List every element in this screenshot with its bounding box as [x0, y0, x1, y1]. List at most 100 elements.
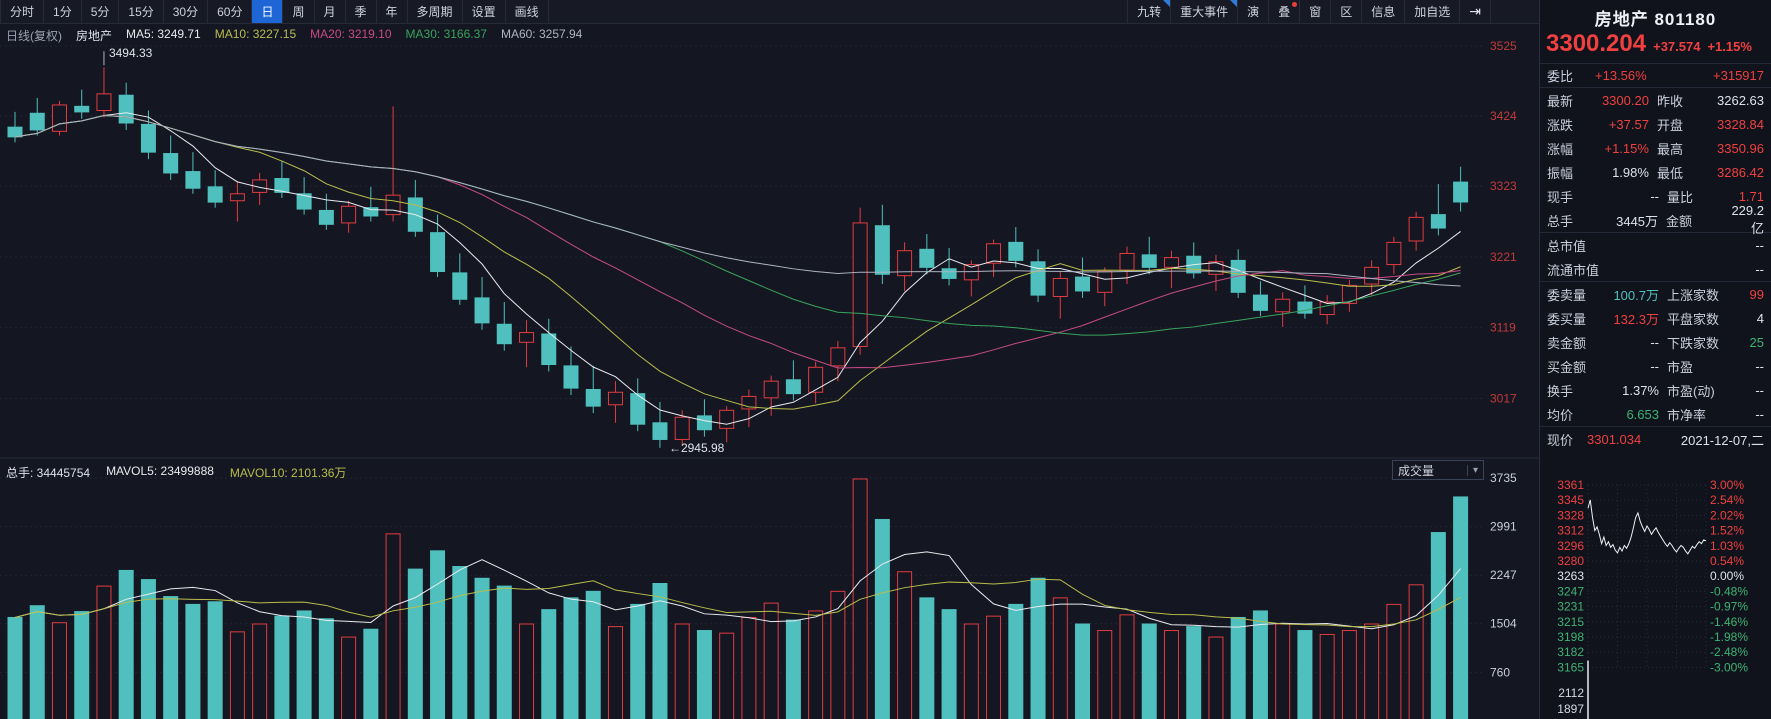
collapse-panel-icon[interactable]: ⇥ [1460, 0, 1491, 23]
quote-value: 25 [1749, 334, 1764, 350]
instrument-name: 房地产 [1594, 10, 1649, 29]
tool-button-九转[interactable]: 九转 [1127, 0, 1172, 23]
quote-value: -- [1755, 382, 1764, 398]
quote-label: 开盘 [1656, 117, 1683, 133]
price-axis-label: 3119 [1490, 321, 1516, 335]
current-price-row: 现价 3301.034 2021-12-07,二 [1540, 427, 1771, 452]
quote-label: 均价 [1547, 407, 1574, 423]
quote-row: 委卖量 100.7万 上涨家数 99 [1540, 282, 1771, 306]
period-button-周[interactable]: 周 [283, 0, 315, 23]
quote-value: 6.653 [1626, 406, 1659, 422]
mini-price-label: 3215 [1557, 615, 1584, 629]
tool-button-叠[interactable]: 叠 [1269, 0, 1301, 23]
volume-axis-label: 3735 [1490, 471, 1517, 485]
quote-label: 上涨家数 [1667, 287, 1720, 303]
mini-price-label: 3263 [1557, 569, 1584, 583]
quote-value: 3262.63 [1717, 92, 1764, 108]
mini-price-label: 3165 [1557, 660, 1584, 674]
quote-label: 金额 [1666, 213, 1693, 229]
total-volume-value: 总手: 34445754 [6, 466, 91, 480]
quote-label: 最新 [1547, 93, 1574, 109]
quote-label: 涨幅 [1547, 141, 1574, 157]
indicator-select[interactable]: 成交量 ▾ [1392, 460, 1484, 480]
now-price: 3301.034 [1587, 432, 1642, 447]
period-button-日[interactable]: 日 [252, 0, 284, 23]
quote-label: 总手 [1547, 213, 1574, 229]
ma-value-MA20: MA20: 3219.10 [310, 27, 392, 41]
period-button-15分[interactable]: 15分 [119, 0, 164, 23]
quote-value: -- [1650, 334, 1659, 350]
quote-label: 最高 [1656, 141, 1683, 157]
quote-label: 总市值 [1547, 238, 1587, 254]
quote-label: 涨跌 [1547, 117, 1574, 133]
tool-button-加自选[interactable]: 加自选 [1405, 0, 1461, 23]
ma-value-MA5: MA5: 3249.71 [126, 27, 201, 41]
period-button-设置[interactable]: 设置 [463, 0, 506, 23]
quote-row: 涨幅 +1.15% 最高 3350.96 [1540, 136, 1771, 160]
quote-label: 昨收 [1656, 93, 1683, 109]
quote-row: 卖金额 -- 下跌家数 25 [1540, 330, 1771, 354]
period-button-30分[interactable]: 30分 [164, 0, 209, 23]
period-mode-label: 日线(复权) [6, 29, 62, 43]
corner-flag-icon [1230, 0, 1238, 7]
quote-label: 平盘家数 [1667, 311, 1720, 327]
quote-value: 229.2亿 [1731, 203, 1764, 236]
quote-row: 振幅 1.98% 最低 3286.42 [1540, 160, 1771, 184]
mini-price-label: 3247 [1557, 584, 1584, 598]
mini-price-label: 3345 [1557, 493, 1584, 507]
period-button-5分[interactable]: 5分 [82, 0, 120, 23]
quote-value: 3350.96 [1717, 140, 1764, 156]
quote-rows-marketcap: 总市值 -- 流通市值 -- [1540, 233, 1771, 282]
mini-volume-label: 2112 [1558, 686, 1584, 700]
quote-value: 4 [1756, 310, 1764, 326]
tool-button-区[interactable]: 区 [1331, 0, 1363, 23]
tool-button-重大事件[interactable]: 重大事件 [1171, 0, 1239, 23]
quote-value: -- [1755, 358, 1764, 374]
period-button-年[interactable]: 年 [377, 0, 408, 23]
price-axis-label: 3525 [1490, 39, 1517, 53]
intraday-mini-chart[interactable]: 3361 3.00% 3345 2.54% 3328 2.02% 3312 1.52% 3296… [1540, 470, 1771, 719]
period-buttons: 分时 1分 5分 15分 30分 60分日周月季年多周期 设置 画线 [0, 0, 549, 23]
mini-pct-label: 0.54% [1710, 554, 1744, 568]
mini-price-label: 3231 [1557, 600, 1584, 614]
quote-rows-main: 最新 3300.20 昨收 3262.63 涨跌 +37.57 开盘 3328.84 涨幅 +1.… [1540, 88, 1771, 236]
kline-chart[interactable]: 3525 3424 3323 3221 3119 3017 3735 2991 2247 1504… [0, 0, 1539, 719]
period-button-60分[interactable]: 60分 [208, 0, 253, 23]
quote-row: 现手 -- 量比 1.71 [1540, 184, 1771, 208]
instrument-code: 801180 [1654, 10, 1717, 29]
quote-value: +37.57 [1608, 116, 1649, 132]
quote-value: -- [1650, 358, 1659, 374]
mavol-value-MAVOL10: MAVOL10: 2101.36万 [229, 466, 347, 480]
tool-button-演[interactable]: 演 [1238, 0, 1270, 23]
volume-axis-label: 760 [1490, 665, 1510, 679]
period-button-画线[interactable]: 画线 [506, 0, 549, 23]
quote-row: 换手 1.37% 市盈(动) -- [1540, 378, 1771, 402]
last-price: 3300.204 [1546, 30, 1647, 57]
quote-value: 1.37% [1622, 382, 1659, 398]
mini-pct-label: -1.46% [1710, 615, 1748, 629]
period-button-分时[interactable]: 分时 [0, 0, 45, 23]
quote-value: 132.3万 [1613, 311, 1659, 327]
period-button-月[interactable]: 月 [315, 0, 346, 23]
tool-button-窗[interactable]: 窗 [1300, 0, 1332, 23]
period-button-1分[interactable]: 1分 [44, 0, 82, 23]
quote-value: 3286.42 [1717, 164, 1764, 180]
volume-axis-label: 2247 [1490, 568, 1517, 582]
quote-row: 涨跌 +37.57 开盘 3328.84 [1540, 112, 1771, 136]
low-annotation: ←2945.98 [669, 441, 725, 455]
quote-row: 总手 3445万 金额 229.2亿 [1540, 203, 1771, 236]
mini-pct-label: -3.00% [1710, 660, 1748, 674]
period-button-季[interactable]: 季 [346, 0, 377, 23]
period-button-多周期[interactable]: 多周期 [408, 0, 463, 23]
mini-price-label: 3182 [1557, 645, 1584, 659]
quote-value: -- [1650, 188, 1659, 204]
tool-button-信息[interactable]: 信息 [1362, 0, 1406, 23]
ma-value-MA30: MA30: 3166.37 [405, 27, 487, 41]
mini-price-label: 3198 [1557, 630, 1584, 644]
quote-value: -- [1755, 261, 1764, 277]
quote-date: 2021-12-07,二 [1680, 433, 1764, 448]
quote-value: 1.71 [1738, 188, 1764, 204]
corner-flag-icon [1163, 0, 1171, 7]
mini-price-label: 3280 [1557, 554, 1584, 568]
price-axis-label: 3017 [1490, 392, 1517, 406]
